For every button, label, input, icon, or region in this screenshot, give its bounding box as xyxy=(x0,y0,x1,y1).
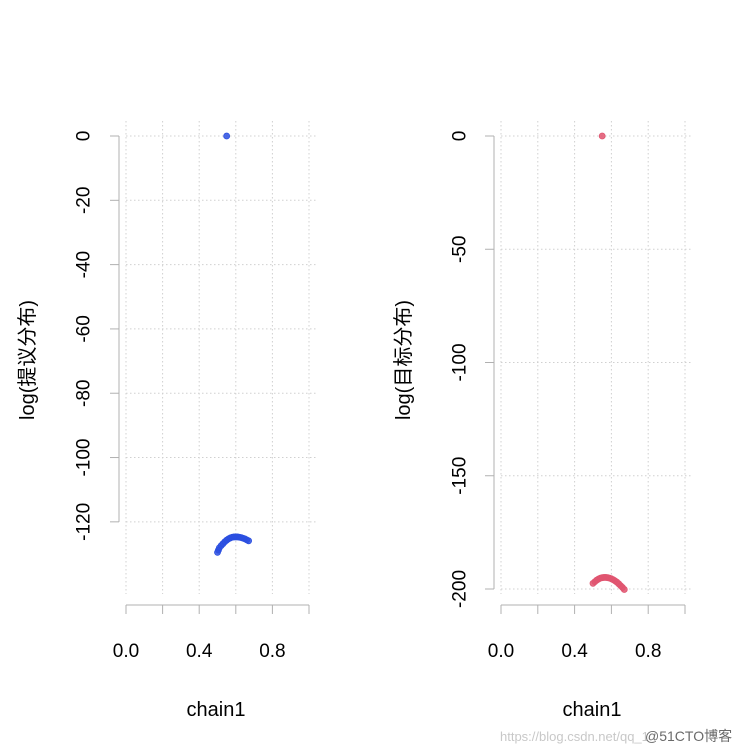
y-tick-label: 0 xyxy=(74,131,95,142)
x-tick-label: 0.0 xyxy=(113,641,139,662)
data-point xyxy=(598,132,606,140)
watermark-url: https://blog.csdn.net/qq_1 xyxy=(500,729,649,744)
x-tick-label: 0.0 xyxy=(488,641,514,662)
proposal-distribution-panel: 0 -20 -40 -60 -80 -100 -120 0.0 0.4 0.8 chain1 log(… xyxy=(16,121,317,721)
y-tick-label: 0 xyxy=(450,131,471,142)
x-axis-title: chain1 xyxy=(187,699,246,721)
data-point xyxy=(245,537,253,545)
data-point xyxy=(223,132,231,140)
y-tick-label: -150 xyxy=(450,457,471,495)
y-tick-label: -50 xyxy=(450,236,471,263)
x-tick-label: 0.4 xyxy=(186,641,213,662)
y-tick-label: -20 xyxy=(74,187,95,214)
x-tick-label: 0.8 xyxy=(635,641,661,662)
y-tick-label: -100 xyxy=(74,439,95,477)
y-tick-label: -60 xyxy=(74,315,95,342)
y-tick-label: -80 xyxy=(74,379,95,406)
x-axis-title: chain1 xyxy=(563,699,622,721)
y-tick-label: -200 xyxy=(450,570,471,608)
x-tick-label: 0.4 xyxy=(561,641,588,662)
y-tick-label: -100 xyxy=(450,343,471,381)
y-tick-label: -120 xyxy=(74,503,95,541)
data-point xyxy=(620,586,628,593)
x-tick-label: 0.8 xyxy=(259,641,285,662)
target-distribution-panel: 0 -50 -100 -150 -200 0.0 0.4 0.8 chain1 log(目标分布) xyxy=(392,121,693,721)
y-axis-title: log(提议分布) xyxy=(16,300,39,420)
watermark-brand: @51CTO博客 xyxy=(645,728,732,744)
y-tick-label: -40 xyxy=(74,251,95,278)
y-axis-title: log(目标分布) xyxy=(392,300,415,420)
